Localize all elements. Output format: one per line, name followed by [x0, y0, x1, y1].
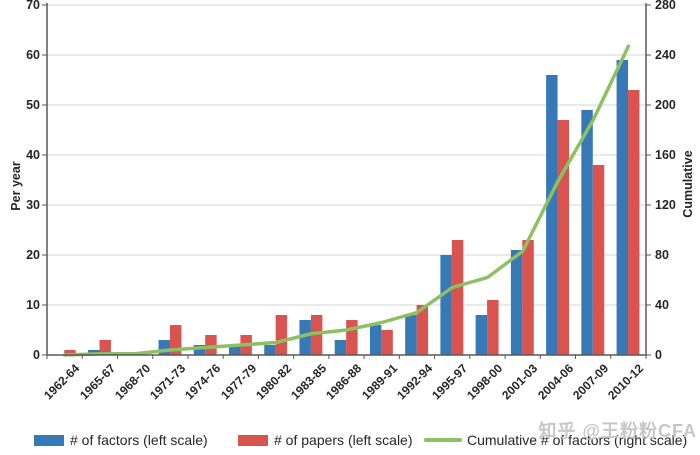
legend-label-cumulative: Cumulative # of factors (right scale) — [467, 432, 688, 448]
legend-swatch-papers — [238, 434, 268, 446]
bar-papers — [169, 325, 182, 355]
bar-factors — [510, 250, 523, 355]
y-axis-label-right: 280 — [655, 0, 676, 12]
bar-papers — [628, 90, 640, 355]
bar-papers — [275, 315, 288, 355]
bar-factors — [193, 345, 206, 355]
bar-factors — [264, 345, 276, 355]
axis-title-cumulative: Cumulative — [681, 150, 695, 218]
y-axis-label-left: 70 — [26, 0, 40, 12]
y-axis-label-left: 10 — [26, 298, 40, 312]
bar-papers — [205, 335, 217, 355]
y-axis-label-left: 0 — [33, 348, 40, 362]
cumulative-line — [62, 44, 631, 357]
bar-papers — [487, 300, 499, 355]
bar-factors — [581, 110, 593, 355]
watermark: 知乎 @王粉粉CFA — [538, 421, 697, 441]
legend-label-factors: # of factors (left scale) — [70, 432, 208, 448]
legend-swatch-factors — [34, 434, 64, 446]
y-axis-label-right: 40 — [655, 298, 669, 312]
y-axis-label-right: 200 — [655, 98, 676, 112]
bar-papers — [451, 240, 464, 355]
bar-papers — [64, 350, 76, 355]
bar-papers — [310, 315, 323, 355]
bar-factors — [475, 315, 488, 355]
y-axis-label-left: 50 — [26, 98, 40, 112]
bar-papers — [346, 320, 358, 355]
y-axis-label-left: 30 — [26, 198, 40, 212]
y-axis-label-left: 60 — [26, 48, 40, 62]
bar-papers — [522, 240, 534, 355]
bar-factors — [228, 345, 241, 355]
y-axis-label-right: 240 — [655, 48, 676, 62]
bar-factors — [369, 325, 382, 355]
y-axis-label-right: 80 — [655, 248, 669, 262]
y-axis-label-right: 120 — [655, 198, 676, 212]
bar-papers — [416, 305, 429, 355]
bar-factors — [440, 255, 452, 355]
bar-factors — [299, 320, 311, 355]
legend-item-papers: # of papers (left scale) — [238, 431, 413, 449]
bar-papers — [381, 330, 393, 355]
bar-papers — [557, 120, 570, 355]
legend-swatch-cumulative-line — [424, 438, 462, 442]
y-axis-label-left: 20 — [26, 248, 40, 262]
bar-factors — [616, 60, 629, 355]
bar-factors — [334, 340, 347, 355]
legend-item-cumulative: Cumulative # of factors (right scale) — [424, 431, 687, 449]
axis-title-per-year: Per year — [9, 161, 23, 211]
bar-papers — [99, 340, 111, 355]
legend-label-papers: # of papers (left scale) — [274, 432, 413, 448]
legend-item-factors: # of factors (left scale) — [34, 431, 208, 449]
y-axis-label-right: 160 — [655, 148, 676, 162]
bar-factors — [546, 75, 558, 355]
bar-factors — [158, 340, 170, 355]
bar-factors — [405, 315, 417, 355]
y-axis-label-right: 0 — [655, 348, 662, 362]
y-axis-label-left: 40 — [26, 148, 40, 162]
bar-papers — [592, 165, 605, 355]
